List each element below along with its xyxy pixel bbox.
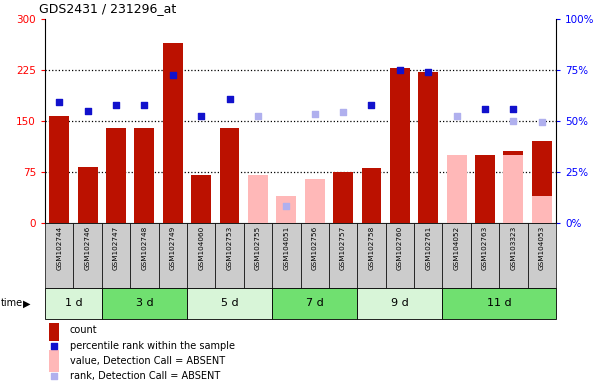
Bar	[504, 155, 523, 223]
Bar	[49, 319, 59, 341]
Text: ▶: ▶	[23, 298, 30, 308]
Bar	[305, 179, 325, 223]
Point	[508, 118, 518, 124]
Bar	[102, 223, 130, 288]
Bar	[73, 223, 102, 288]
Text: GSM104052: GSM104052	[454, 226, 460, 270]
Bar	[272, 223, 300, 288]
Bar	[45, 223, 73, 288]
Point	[508, 106, 518, 112]
Bar	[215, 223, 244, 288]
Text: 11 d: 11 d	[487, 298, 511, 308]
Point	[139, 102, 149, 108]
Bar	[532, 141, 552, 223]
Bar	[191, 175, 211, 223]
Bar	[418, 72, 438, 223]
Point	[480, 106, 490, 112]
Text: GSM102753: GSM102753	[227, 226, 233, 270]
Bar	[333, 172, 353, 223]
Point	[310, 111, 320, 117]
Bar	[300, 223, 329, 288]
Text: count: count	[70, 325, 97, 335]
Bar	[390, 68, 410, 223]
Text: GSM102756: GSM102756	[312, 226, 318, 270]
Bar	[471, 223, 499, 288]
Bar	[357, 288, 442, 319]
Text: GSM102746: GSM102746	[85, 226, 91, 270]
Text: value, Detection Call = ABSENT: value, Detection Call = ABSENT	[70, 356, 225, 366]
Bar	[248, 175, 268, 223]
Text: GSM102760: GSM102760	[397, 226, 403, 270]
Point	[367, 102, 376, 108]
Bar	[499, 223, 528, 288]
Text: GSM104051: GSM104051	[283, 226, 289, 270]
Bar	[49, 116, 69, 223]
Point	[281, 203, 291, 209]
Point	[424, 69, 433, 75]
Text: GSM102744: GSM102744	[56, 226, 63, 270]
Bar	[187, 223, 215, 288]
Point	[452, 113, 462, 119]
Point	[168, 72, 178, 78]
Bar	[442, 288, 556, 319]
Point	[111, 102, 121, 108]
Text: percentile rank within the sample: percentile rank within the sample	[70, 341, 234, 351]
Text: GSM102755: GSM102755	[255, 226, 261, 270]
Text: 5 d: 5 d	[221, 298, 239, 308]
Bar	[244, 223, 272, 288]
Bar	[386, 223, 414, 288]
Bar	[504, 152, 523, 223]
Bar	[187, 288, 272, 319]
Bar	[45, 288, 102, 319]
Text: GSM102757: GSM102757	[340, 226, 346, 270]
Bar	[447, 155, 466, 223]
Bar	[163, 43, 183, 223]
Text: GSM102761: GSM102761	[426, 226, 431, 270]
Point	[55, 99, 64, 105]
Bar	[276, 195, 296, 223]
Text: GDS2431 / 231296_at: GDS2431 / 231296_at	[39, 2, 176, 15]
Bar	[357, 223, 386, 288]
Bar	[49, 350, 59, 372]
Point	[49, 343, 59, 349]
Bar	[130, 223, 159, 288]
Point	[197, 113, 206, 119]
Bar	[329, 223, 357, 288]
Text: GSM104060: GSM104060	[198, 226, 204, 270]
Bar	[102, 288, 187, 319]
Bar	[362, 169, 382, 223]
Point	[338, 109, 348, 115]
Text: GSM102763: GSM102763	[482, 226, 488, 270]
Point	[49, 373, 59, 379]
Text: GSM103323: GSM103323	[510, 226, 516, 270]
Text: GSM102747: GSM102747	[113, 226, 119, 270]
Bar	[106, 128, 126, 223]
Bar	[475, 155, 495, 223]
Bar	[272, 288, 357, 319]
Text: GSM104053: GSM104053	[538, 226, 545, 270]
Point	[253, 113, 263, 119]
Text: GSM102749: GSM102749	[170, 226, 175, 270]
Bar	[78, 167, 97, 223]
Text: time: time	[1, 298, 23, 308]
Bar	[135, 128, 154, 223]
Text: 9 d: 9 d	[391, 298, 409, 308]
Point	[395, 67, 404, 73]
Text: 3 d: 3 d	[136, 298, 153, 308]
Text: rank, Detection Call = ABSENT: rank, Detection Call = ABSENT	[70, 371, 220, 381]
Bar	[219, 128, 239, 223]
Bar	[414, 223, 442, 288]
Point	[537, 119, 546, 126]
Bar	[528, 223, 556, 288]
Text: GSM102758: GSM102758	[368, 226, 374, 270]
Text: 7 d: 7 d	[306, 298, 323, 308]
Text: GSM102748: GSM102748	[141, 226, 147, 270]
Text: 1 d: 1 d	[65, 298, 82, 308]
Point	[225, 96, 234, 102]
Point	[83, 108, 93, 114]
Bar	[159, 223, 187, 288]
Bar	[442, 223, 471, 288]
Bar	[532, 195, 552, 223]
